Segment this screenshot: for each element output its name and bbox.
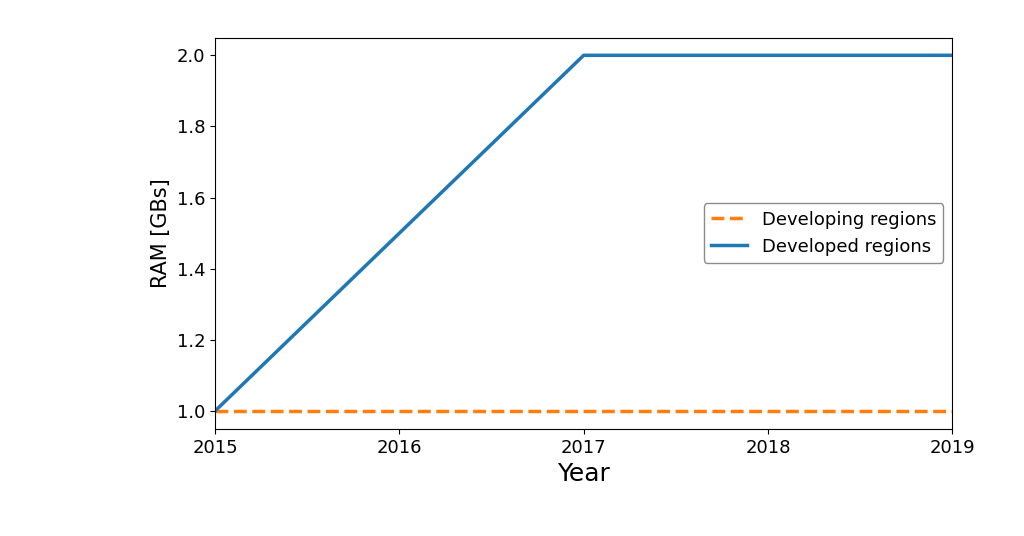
Line: Developed regions: Developed regions [215, 55, 952, 411]
Developed regions [762, 52, 774, 58]
Legend: Developing regions, Developed regions: Developing regions, Developed regions [703, 204, 943, 263]
Developed regions [209, 408, 221, 414]
Developing regions [393, 408, 406, 414]
Developing regions [209, 408, 221, 414]
Developing regions [578, 408, 590, 414]
Developing regions [762, 408, 774, 414]
Developing regions [946, 408, 958, 414]
Developed regions [946, 52, 958, 58]
Developed regions [393, 230, 406, 236]
Developed regions [578, 52, 590, 58]
Y-axis label: RAM [GBs]: RAM [GBs] [152, 178, 171, 288]
X-axis label: Year: Year [557, 462, 610, 486]
